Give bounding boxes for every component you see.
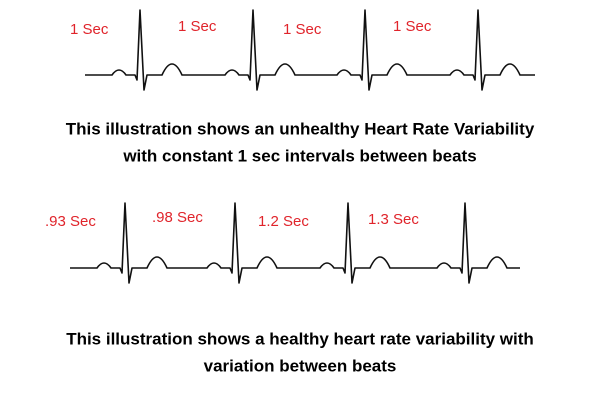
interval-label: .98 Sec <box>152 209 203 226</box>
caption-line: This illustration shows an unhealthy Hea… <box>66 119 535 138</box>
interval-label: 1 Sec <box>283 21 322 38</box>
caption-line: with constant 1 sec intervals between be… <box>122 146 476 165</box>
caption-line: This illustration shows a healthy heart … <box>66 329 534 348</box>
interval-label: 1 Sec <box>178 18 217 35</box>
ecg-trace <box>70 202 520 284</box>
interval-label: 1 Sec <box>393 18 432 35</box>
interval-label: 1.3 Sec <box>368 211 419 228</box>
interval-label: 1 Sec <box>70 21 109 38</box>
interval-label: 1.2 Sec <box>258 213 309 230</box>
ecg-trace <box>85 9 535 91</box>
interval-label: .93 Sec <box>45 213 96 230</box>
caption-line: variation between beats <box>204 356 397 375</box>
